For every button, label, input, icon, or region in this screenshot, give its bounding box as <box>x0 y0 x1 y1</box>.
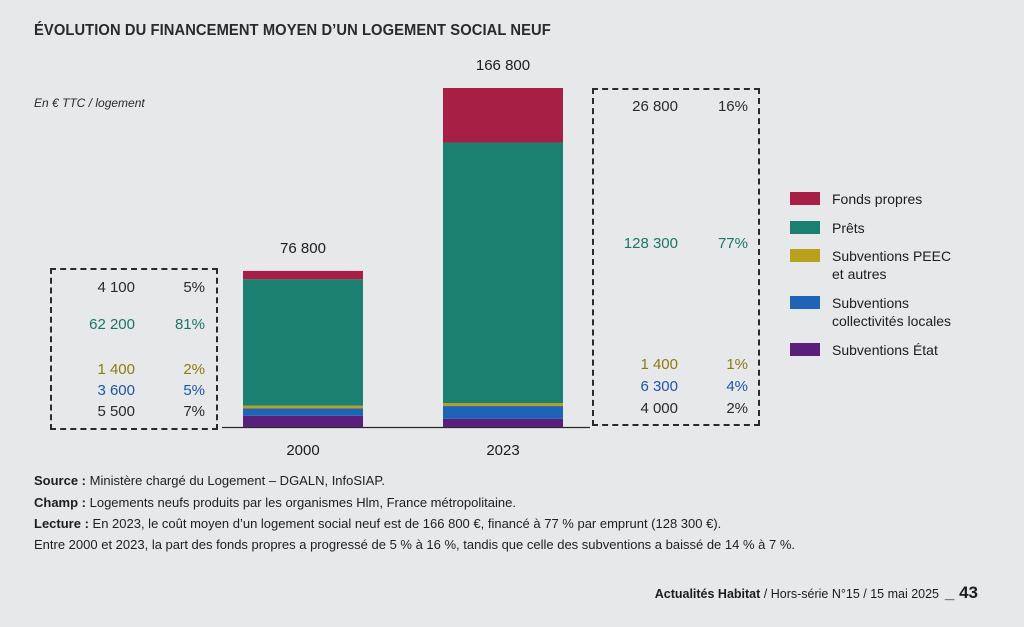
champ-label: Champ : <box>34 495 86 510</box>
champ-note: Champ : Logements neufs produits par les… <box>34 495 516 510</box>
bar-total-2000: 76 800 <box>280 240 326 257</box>
bar-segment-2023-3 <box>443 142 563 404</box>
panel-percent: 81% <box>174 316 205 333</box>
panel-2000 <box>50 268 218 430</box>
legend-swatch <box>790 249 820 262</box>
panel-value: 5 500 <box>97 403 135 420</box>
legend-swatch <box>790 192 820 205</box>
panel-percent: 7% <box>183 403 205 420</box>
panel-percent: 4% <box>726 378 748 395</box>
panel-value: 26 800 <box>632 98 678 115</box>
legend-swatch <box>790 221 820 234</box>
page-number: _ 43 <box>944 583 978 602</box>
panel-percent: 1% <box>726 356 748 373</box>
panel-value: 128 300 <box>623 235 678 252</box>
panel-percent: 5% <box>183 382 205 399</box>
unit-label: En € TTC / logement <box>34 96 145 110</box>
source-note: Source : Ministère chargé du Logement – … <box>34 473 385 488</box>
legend-label: Prêts <box>832 220 865 236</box>
legend-label: Subventions PEEC et autres <box>832 248 952 282</box>
panel-value: 4 000 <box>640 400 678 417</box>
panel-value: 62 200 <box>89 316 135 333</box>
panel-2023 <box>592 88 760 426</box>
x-tick-label-2023: 2023 <box>486 442 519 459</box>
x-tick-label-2000: 2000 <box>286 442 319 459</box>
bar-segment-2000-4 <box>243 270 363 280</box>
panel-percent: 77% <box>717 235 748 252</box>
lecture-note-2: Entre 2000 et 2023, la part des fonds pr… <box>34 537 795 552</box>
panel-percent: 2% <box>183 361 205 378</box>
bar-segment-2023-0 <box>443 418 563 427</box>
panel-value: 4 100 <box>97 279 135 296</box>
champ-text: Logements neufs produits par les organis… <box>86 495 516 510</box>
bar-segment-2023-2 <box>443 403 563 407</box>
source-text: Ministère chargé du Logement – DGALN, In… <box>86 473 385 488</box>
lecture-text: En 2023, le coût moyen d’un logement soc… <box>88 516 722 531</box>
bar-total-2023: 166 800 <box>476 57 530 74</box>
publication-name: Actualités Habitat <box>654 587 761 601</box>
legend-label: Fonds propres <box>832 191 923 207</box>
bar-segment-2000-0 <box>243 415 363 427</box>
panel-value: 3 600 <box>97 382 135 399</box>
panel-percent: 16% <box>717 98 748 115</box>
publication-issue: / Hors-série N°15 / 15 mai 2025 <box>760 587 939 601</box>
bar-segment-2000-2 <box>243 405 363 409</box>
lecture-label: Lecture : <box>34 516 89 531</box>
chart-title: ÉVOLUTION DU FINANCEMENT MOYEN D’UN LOGE… <box>34 22 551 39</box>
bar-segment-2023-4 <box>443 88 563 143</box>
bar-segment-2023-1 <box>443 406 563 419</box>
panel-percent: 5% <box>183 279 205 296</box>
bar-segment-2000-3 <box>243 279 363 406</box>
legend-swatch <box>790 296 820 309</box>
panel-value: 1 400 <box>97 361 135 378</box>
panel-value: 1 400 <box>640 356 678 373</box>
lecture-note: Lecture : En 2023, le coût moyen d’un lo… <box>34 516 721 531</box>
panel-value: 6 300 <box>640 378 678 395</box>
legend-swatch <box>790 343 820 356</box>
source-label: Source : <box>34 473 87 488</box>
legend-label: Subventions collectivités locales <box>832 295 952 329</box>
panel-percent: 2% <box>726 400 748 417</box>
legend-label: Subventions État <box>832 342 938 358</box>
bar-segment-2000-1 <box>243 408 363 416</box>
publication-info: Actualités Habitat / Hors-série N°15 / 1… <box>655 587 939 601</box>
